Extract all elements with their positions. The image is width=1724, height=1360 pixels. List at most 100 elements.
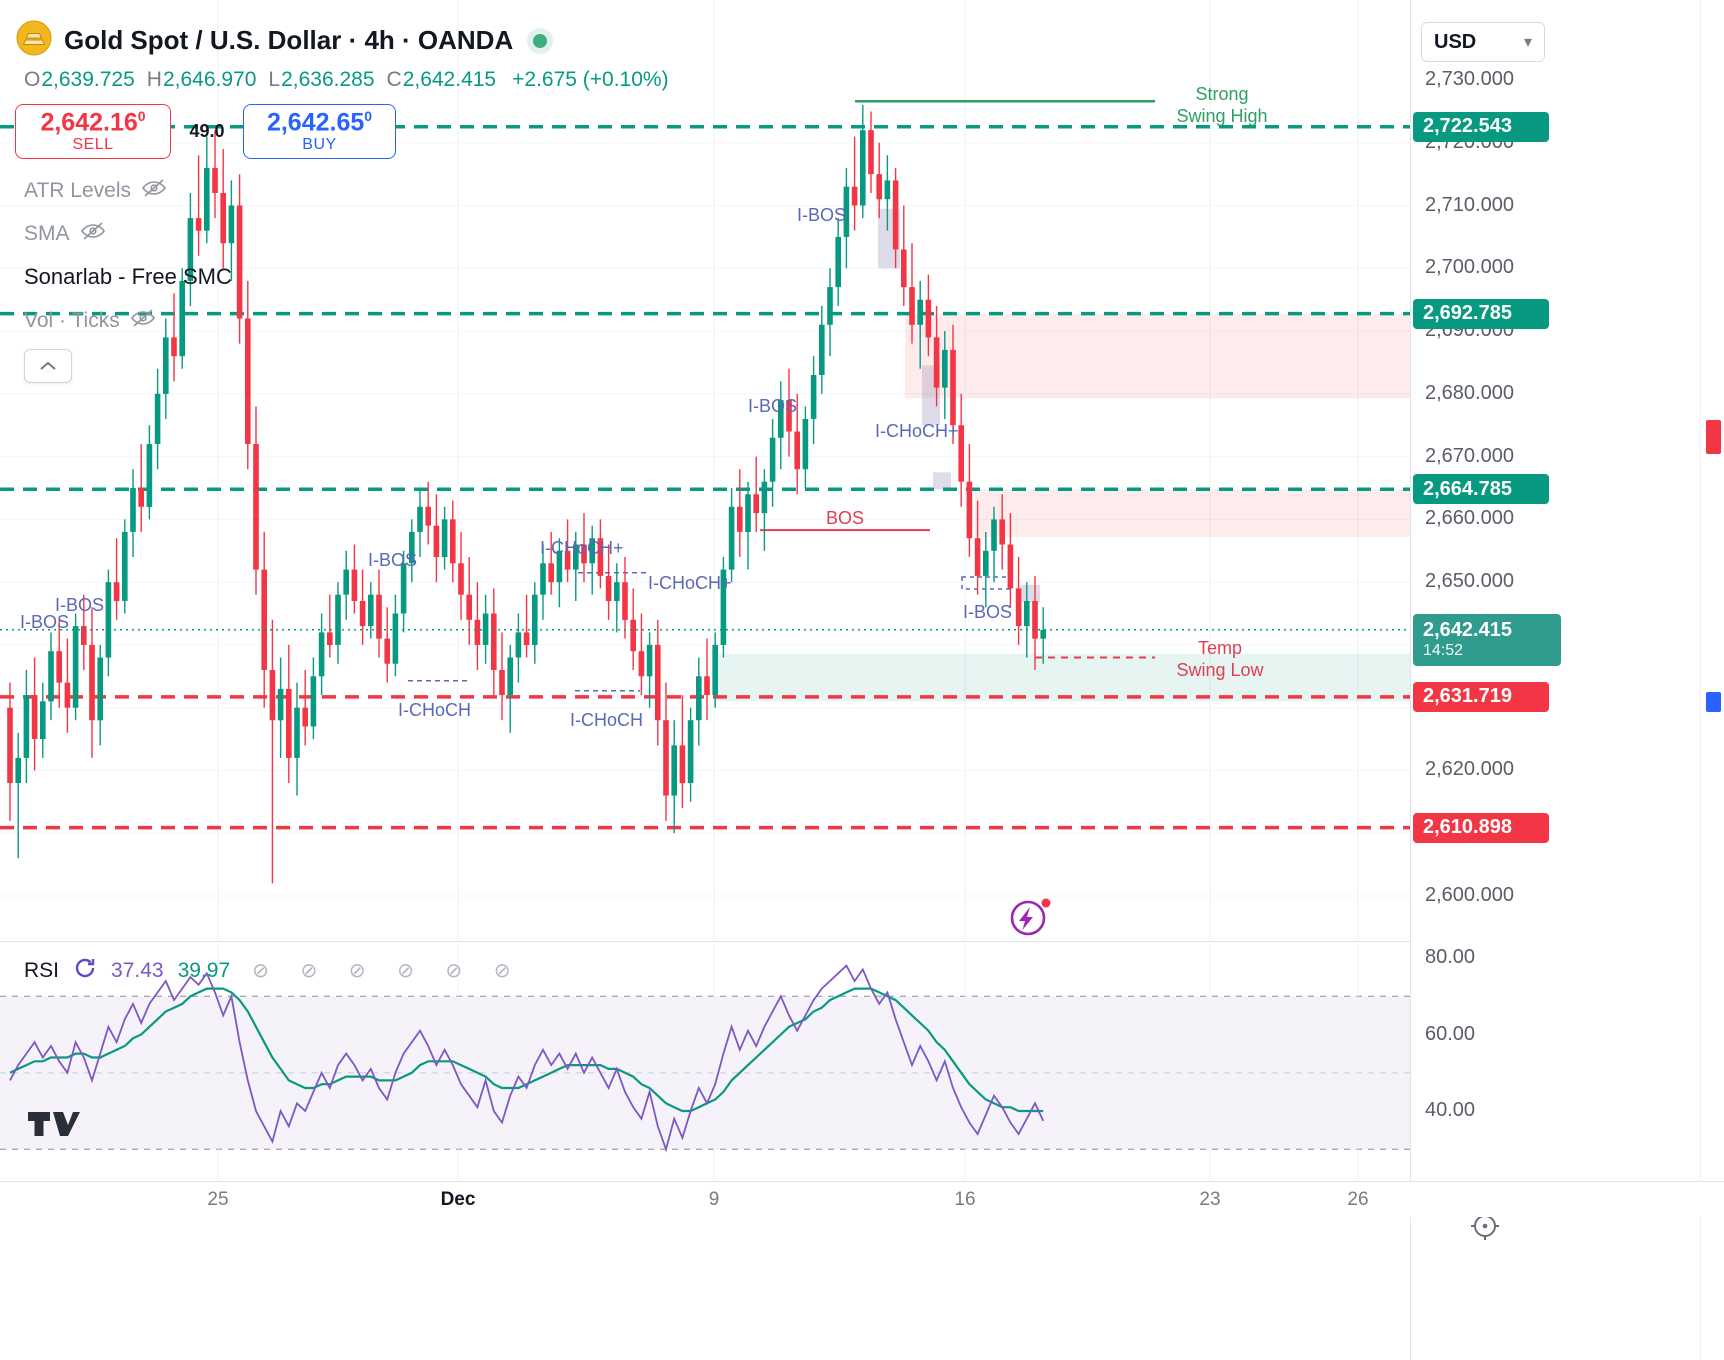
open-value: 2,639.725 xyxy=(41,68,135,91)
price-axis[interactable]: USD ▾ 2,730.0002,720.0002,710.0002,700.0… xyxy=(1410,0,1700,1360)
indicator-legend: ATR Levels SMA Sonarlab - Free SMC Vol ·… xyxy=(24,178,232,333)
open-label: O xyxy=(24,68,41,91)
svg-text:BOS: BOS xyxy=(826,508,864,528)
ohlc-readout: O2,639.725 H2,646.970 L2,636.285 C2,642.… xyxy=(24,68,669,92)
indicator-label: Sonarlab - Free SMC xyxy=(24,264,232,289)
price-axis-label: 2,730.000 xyxy=(1425,68,1514,90)
svg-text:Swing High: Swing High xyxy=(1176,106,1267,126)
price-axis-label: 2,700.000 xyxy=(1425,256,1514,279)
symbol-header: Gold Spot / U.S. Dollar · 4h · OANDA xyxy=(16,20,548,61)
price-axis-label: 2,620.000 xyxy=(1425,758,1514,781)
rsi-axis-label: 80.00 xyxy=(1425,946,1476,968)
level-price-badge[interactable]: 2,664.785 xyxy=(1413,474,1549,505)
axis-marker-red[interactable] xyxy=(1706,420,1721,454)
indicator-label: Vol · Ticks xyxy=(24,308,120,332)
axis-marker-blue[interactable] xyxy=(1706,692,1721,712)
sell-label: SELL xyxy=(72,135,114,153)
eye-off-icon[interactable] xyxy=(80,221,106,246)
gold-symbol-icon xyxy=(16,20,52,61)
indicator-sonarlab-smc[interactable]: Sonarlab - Free SMC xyxy=(24,264,232,290)
svg-text:I-BOS: I-BOS xyxy=(368,550,417,570)
close-label: C xyxy=(386,68,402,91)
price-axis-label: 2,710.000 xyxy=(1425,193,1514,216)
tradingview-logo[interactable] xyxy=(26,1106,82,1147)
price-axis-label: 2,600.000 xyxy=(1425,883,1514,906)
current-price-badge[interactable]: 2,642.415 14:52 xyxy=(1413,613,1561,666)
spread-value: 49.0 xyxy=(189,121,225,141)
svg-text:I-CHoCH+: I-CHoCH+ xyxy=(540,538,624,558)
svg-text:I-BOS: I-BOS xyxy=(963,602,1012,622)
svg-text:Temp: Temp xyxy=(1198,638,1242,658)
grid xyxy=(0,0,1410,940)
buy-price-sup: 0 xyxy=(364,108,373,125)
rsi-pane-header: RSI 37.43 39.97 ⊘ ⊘ ⊘ ⊘ ⊘ ⊘ xyxy=(24,956,523,985)
instant-order-lightning-icon[interactable] xyxy=(1006,894,1054,947)
low-value: 2,636.285 xyxy=(281,68,375,91)
svg-text:I-CHoCH: I-CHoCH xyxy=(398,700,471,720)
svg-text:I-BOS: I-BOS xyxy=(797,205,846,225)
buy-price: 2,642.65 xyxy=(266,108,365,137)
time-axis-label: 23 xyxy=(1199,1189,1221,1210)
svg-text:Swing Low: Swing Low xyxy=(1176,660,1264,680)
price-axis-label: 2,670.000 xyxy=(1425,444,1514,467)
high-label: H xyxy=(146,68,162,91)
indicator-label: ATR Levels xyxy=(24,178,131,202)
level-price-badge[interactable]: 2,610.898 xyxy=(1413,812,1549,843)
currency-dropdown[interactable]: USD ▾ xyxy=(1421,22,1545,62)
candlesticks[interactable] xyxy=(7,105,1046,884)
smc-zones xyxy=(715,208,1410,702)
sell-button[interactable]: 2,642.160 SELL xyxy=(15,104,171,159)
axis-marker-strip[interactable] xyxy=(1700,0,1724,1360)
indicator-vol-ticks[interactable]: Vol · Ticks xyxy=(24,308,232,333)
time-axis-label: 25 xyxy=(207,1189,229,1210)
level-price-badge[interactable]: 2,692.785 xyxy=(1413,298,1549,329)
collapse-legend-button[interactable] xyxy=(24,349,72,383)
price-axis-label: 2,660.000 xyxy=(1425,507,1514,530)
price-axis-label: 2,680.000 xyxy=(1425,381,1514,404)
high-value: 2,646.970 xyxy=(162,68,257,91)
svg-text:I-CHoCH+: I-CHoCH+ xyxy=(648,573,732,593)
price-axis-label: 2,650.000 xyxy=(1425,570,1514,593)
level-price-badge[interactable]: 2,722.543 xyxy=(1413,111,1549,142)
time-axis-label: 26 xyxy=(1347,1189,1369,1210)
rsi-value: 37.43 xyxy=(111,958,164,982)
rsi-indicator-label[interactable]: RSI xyxy=(24,958,60,982)
svg-text:I-BOS: I-BOS xyxy=(20,612,69,632)
close-value: 2,642.415 xyxy=(402,68,497,91)
svg-text:Strong: Strong xyxy=(1195,84,1248,104)
rsi-ma-value: 39.97 xyxy=(177,958,231,982)
smc-annotations: I-BOSI-BOSI-CHoCH+BOSI-BOSI-BOSI-CHoCH+I… xyxy=(20,84,1268,730)
svg-text:I-BOS: I-BOS xyxy=(748,396,797,416)
currency-value: USD xyxy=(1434,30,1477,53)
rsi-axis-label: 40.00 xyxy=(1425,1099,1476,1121)
indicator-atr-levels[interactable]: ATR Levels xyxy=(24,178,232,203)
eye-off-icon[interactable] xyxy=(130,308,156,333)
buy-button[interactable]: 2,642.650 BUY xyxy=(243,104,396,159)
swing-level-lines[interactable] xyxy=(0,125,1410,830)
chevron-down-icon: ▾ xyxy=(1523,34,1532,51)
indicator-sma[interactable]: SMA xyxy=(24,221,232,246)
refresh-icon[interactable] xyxy=(73,956,97,985)
rsi-axis-label: 60.00 xyxy=(1425,1022,1476,1045)
price-chart-canvas[interactable]: I-BOSI-BOSI-CHoCH+BOSI-BOSI-BOSI-CHoCH+I… xyxy=(0,0,1410,1180)
time-axis[interactable]: 25 Dec 9 16 23 26 xyxy=(0,1181,1724,1217)
level-price-badge[interactable]: 2,631.719 xyxy=(1413,681,1549,712)
buy-label: BUY xyxy=(302,135,337,153)
svg-text:I-CHoCH: I-CHoCH xyxy=(570,710,643,730)
disabled-indicator-icons: ⊘ ⊘ ⊘ ⊘ ⊘ ⊘ xyxy=(252,960,524,982)
low-label: L xyxy=(268,68,281,91)
market-status-dot[interactable] xyxy=(533,33,548,48)
change-value: +2.675 (+0.10%) xyxy=(512,68,669,91)
svg-text:I-CHoCH+: I-CHoCH+ xyxy=(875,421,959,441)
sell-price-sup: 0 xyxy=(137,108,146,125)
indicator-label: SMA xyxy=(24,221,70,245)
time-axis-label: 16 xyxy=(954,1189,976,1210)
symbol-title[interactable]: Gold Spot / U.S. Dollar · 4h · OANDA xyxy=(64,25,514,55)
time-axis-label: Dec xyxy=(440,1189,476,1210)
eye-off-icon[interactable] xyxy=(141,178,167,203)
sell-price: 2,642.16 xyxy=(40,108,138,137)
pane-separator[interactable] xyxy=(0,941,1724,942)
svg-text:I-BOS: I-BOS xyxy=(55,595,104,615)
rsi-pane[interactable] xyxy=(0,944,1410,1180)
